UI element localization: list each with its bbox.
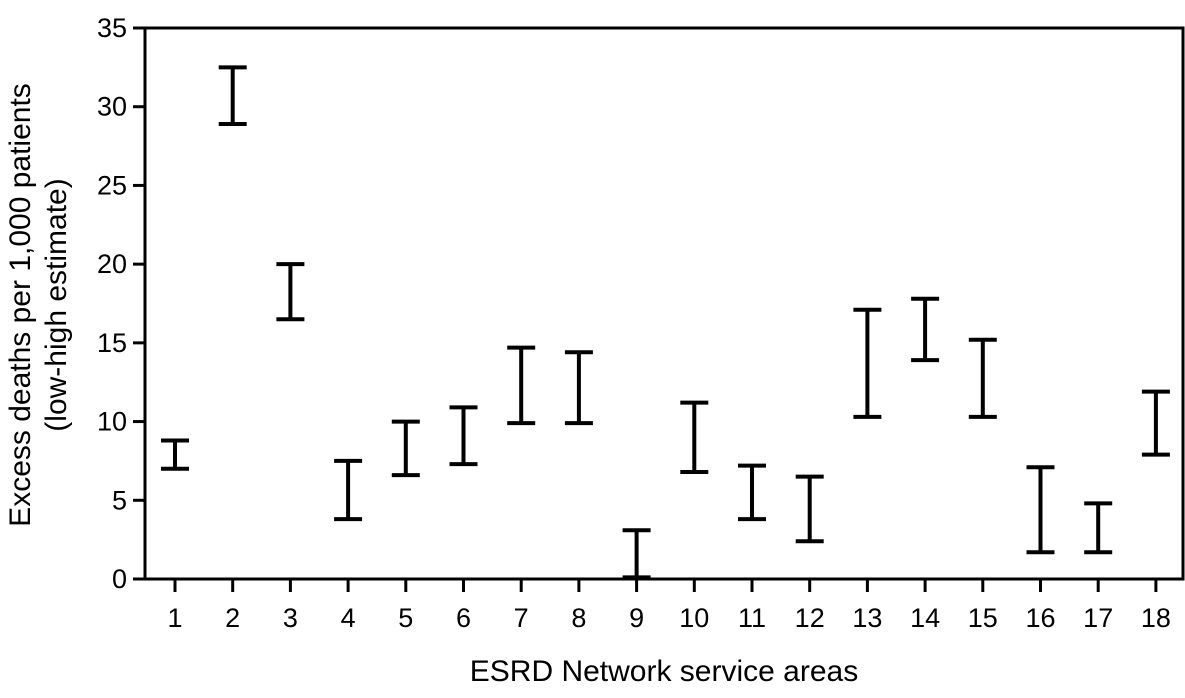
x-tick-label: 15 — [968, 603, 998, 633]
x-tick-label: 4 — [341, 603, 356, 633]
x-tick-label: 17 — [1083, 603, 1113, 633]
error-bar-area-10 — [680, 400, 709, 474]
x-axis-title: ESRD Network service areas — [470, 655, 858, 688]
error-bars — [161, 65, 1170, 580]
error-bar-area-6 — [449, 405, 478, 467]
error-bar-area-16 — [1026, 465, 1055, 555]
error-bar-area-4 — [334, 458, 363, 522]
error-bar-area-2 — [218, 65, 247, 127]
x-tick-label: 8 — [571, 603, 586, 633]
error-bar-area-13 — [853, 307, 882, 419]
x-tick-label: 3 — [283, 603, 298, 633]
y-tick-label: 35 — [97, 13, 127, 43]
y-tick-label: 10 — [97, 407, 127, 437]
x-tick-label: 7 — [514, 603, 529, 633]
y-axis-ticks: 0 5 10 15 20 25 30 35 — [97, 13, 145, 594]
y-tick-label: 20 — [97, 249, 127, 279]
y-axis-title-line-1: Excess deaths per 1,000 patients — [4, 83, 37, 527]
y-tick-label: 0 — [112, 564, 127, 594]
y-tick-label: 5 — [112, 485, 127, 515]
x-tick-label: 11 — [738, 603, 766, 633]
x-tick-label: 10 — [679, 603, 709, 633]
error-bar-area-14 — [911, 296, 940, 363]
x-tick-label: 6 — [456, 603, 471, 633]
x-tick-label: 12 — [795, 603, 825, 633]
error-bar-area-3 — [276, 262, 305, 322]
y-axis-title-line-2: (low-high estimate) — [40, 178, 73, 431]
error-bar-area-1 — [161, 438, 189, 471]
y-tick-label: 30 — [97, 92, 127, 122]
x-tick-label: 9 — [629, 603, 644, 633]
error-bar-area-15 — [968, 337, 997, 419]
error-bar-area-7 — [507, 345, 536, 426]
y-axis-title: Excess deaths per 1,000 patients (low-hi… — [4, 83, 73, 527]
x-tick-label: 5 — [398, 603, 413, 633]
error-bar-area-18 — [1141, 389, 1170, 457]
x-tick-label: 16 — [1025, 603, 1055, 633]
error-bar-area-12 — [795, 474, 824, 544]
error-bar-area-11 — [738, 463, 766, 522]
error-bar-area-5 — [391, 419, 420, 478]
y-tick-label: 15 — [97, 328, 127, 358]
x-axis-ticks: 1 2 3 4 5 6 7 8 9 10 11 12 13 14 15 16 17 18 — [167, 579, 1171, 633]
x-tick-label: 2 — [225, 603, 240, 633]
plot-frame — [143, 26, 1185, 581]
x-tick-label: 14 — [910, 603, 940, 633]
x-tick-label: 1 — [167, 603, 182, 633]
error-bar-area-17 — [1084, 501, 1113, 555]
error-bar-area-9 — [622, 528, 651, 580]
x-tick-label: 18 — [1141, 603, 1171, 633]
y-tick-label: 25 — [97, 170, 127, 200]
x-tick-label: 13 — [852, 603, 882, 633]
error-bar-area-8 — [564, 350, 593, 426]
